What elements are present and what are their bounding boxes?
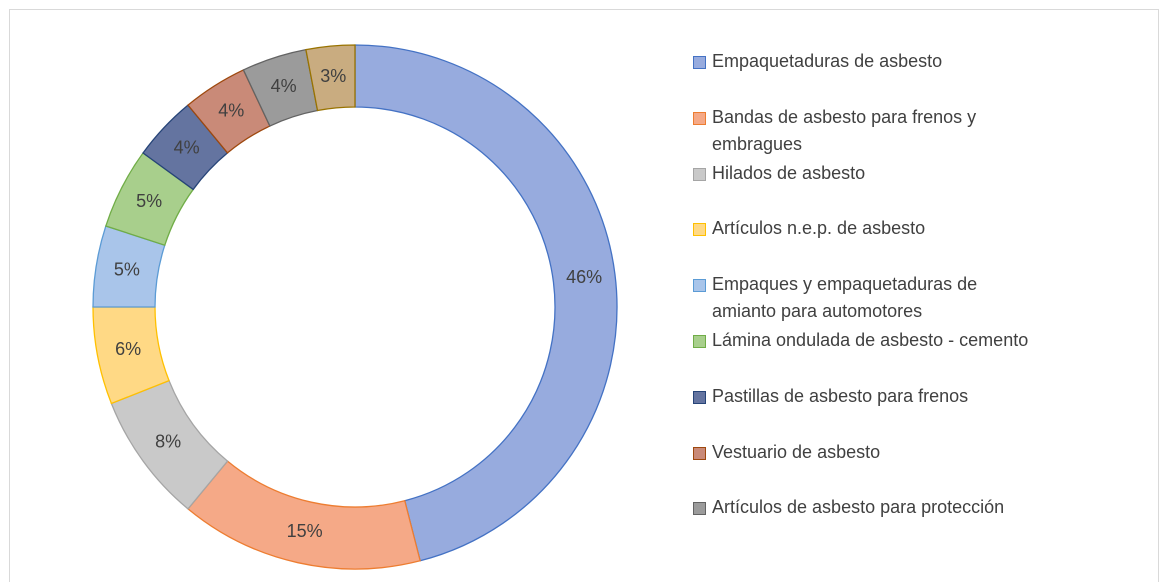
legend-label: Artículos n.e.p. de asbesto [712,218,926,239]
data-label: 3% [320,66,346,86]
legend-label: Pastillas de asbesto para frenos [712,385,969,406]
legend-item: Empaquetaduras de asbesto [693,48,1033,75]
data-label: 4% [271,76,297,96]
legend-swatch [693,167,706,181]
legend-item: Lámina ondulada de asbesto - cemento [693,327,1033,354]
legend-label: Bandas de asbesto para frenos y embrague… [712,106,977,154]
data-label: 46% [566,267,602,287]
legend-swatch [693,390,706,404]
donut-segment [354,44,618,562]
legend-swatch [693,111,706,125]
legend-label: Vestuario de asbesto [712,441,881,462]
legend-swatch [693,56,706,69]
legend-item: Pastillas de asbesto para frenos [693,383,1033,410]
legend-swatch [693,335,706,348]
legend-item: Artículos n.e.p. de asbesto [693,215,1033,242]
legend-swatch [693,223,706,237]
chart-frame [9,9,1159,582]
data-label: 6% [115,339,141,359]
donut-segment [187,460,421,570]
legend-label: Empaques y empaquetaduras de amianto par… [712,274,978,322]
legend-label: Hilados de asbesto [712,162,866,183]
legend-item: Empaques y empaquetaduras de amianto par… [693,271,1033,325]
legend-swatch [693,279,706,293]
legend-item: Hilados de asbesto [693,160,1033,187]
data-label: 4% [218,101,244,121]
data-label: 8% [155,432,181,452]
legend-label: Artículos de asbesto para protección [712,497,1005,518]
data-label: 5% [114,260,140,280]
data-label: 15% [287,521,323,541]
legend-swatch [693,502,706,516]
data-label: 4% [174,138,200,158]
legend-item: Bandas de asbesto para frenos y embrague… [693,104,1033,158]
legend-label: Lámina ondulada de asbesto - cemento [712,330,1029,350]
data-label: 5% [136,191,162,211]
legend-item: Vestuario de asbesto [693,439,1033,466]
legend-label: Empaquetaduras de asbesto [712,51,943,71]
donut-segment [305,44,356,112]
legend-swatch [693,446,706,460]
legend-item: Artículos de asbesto para protección [693,494,1033,521]
